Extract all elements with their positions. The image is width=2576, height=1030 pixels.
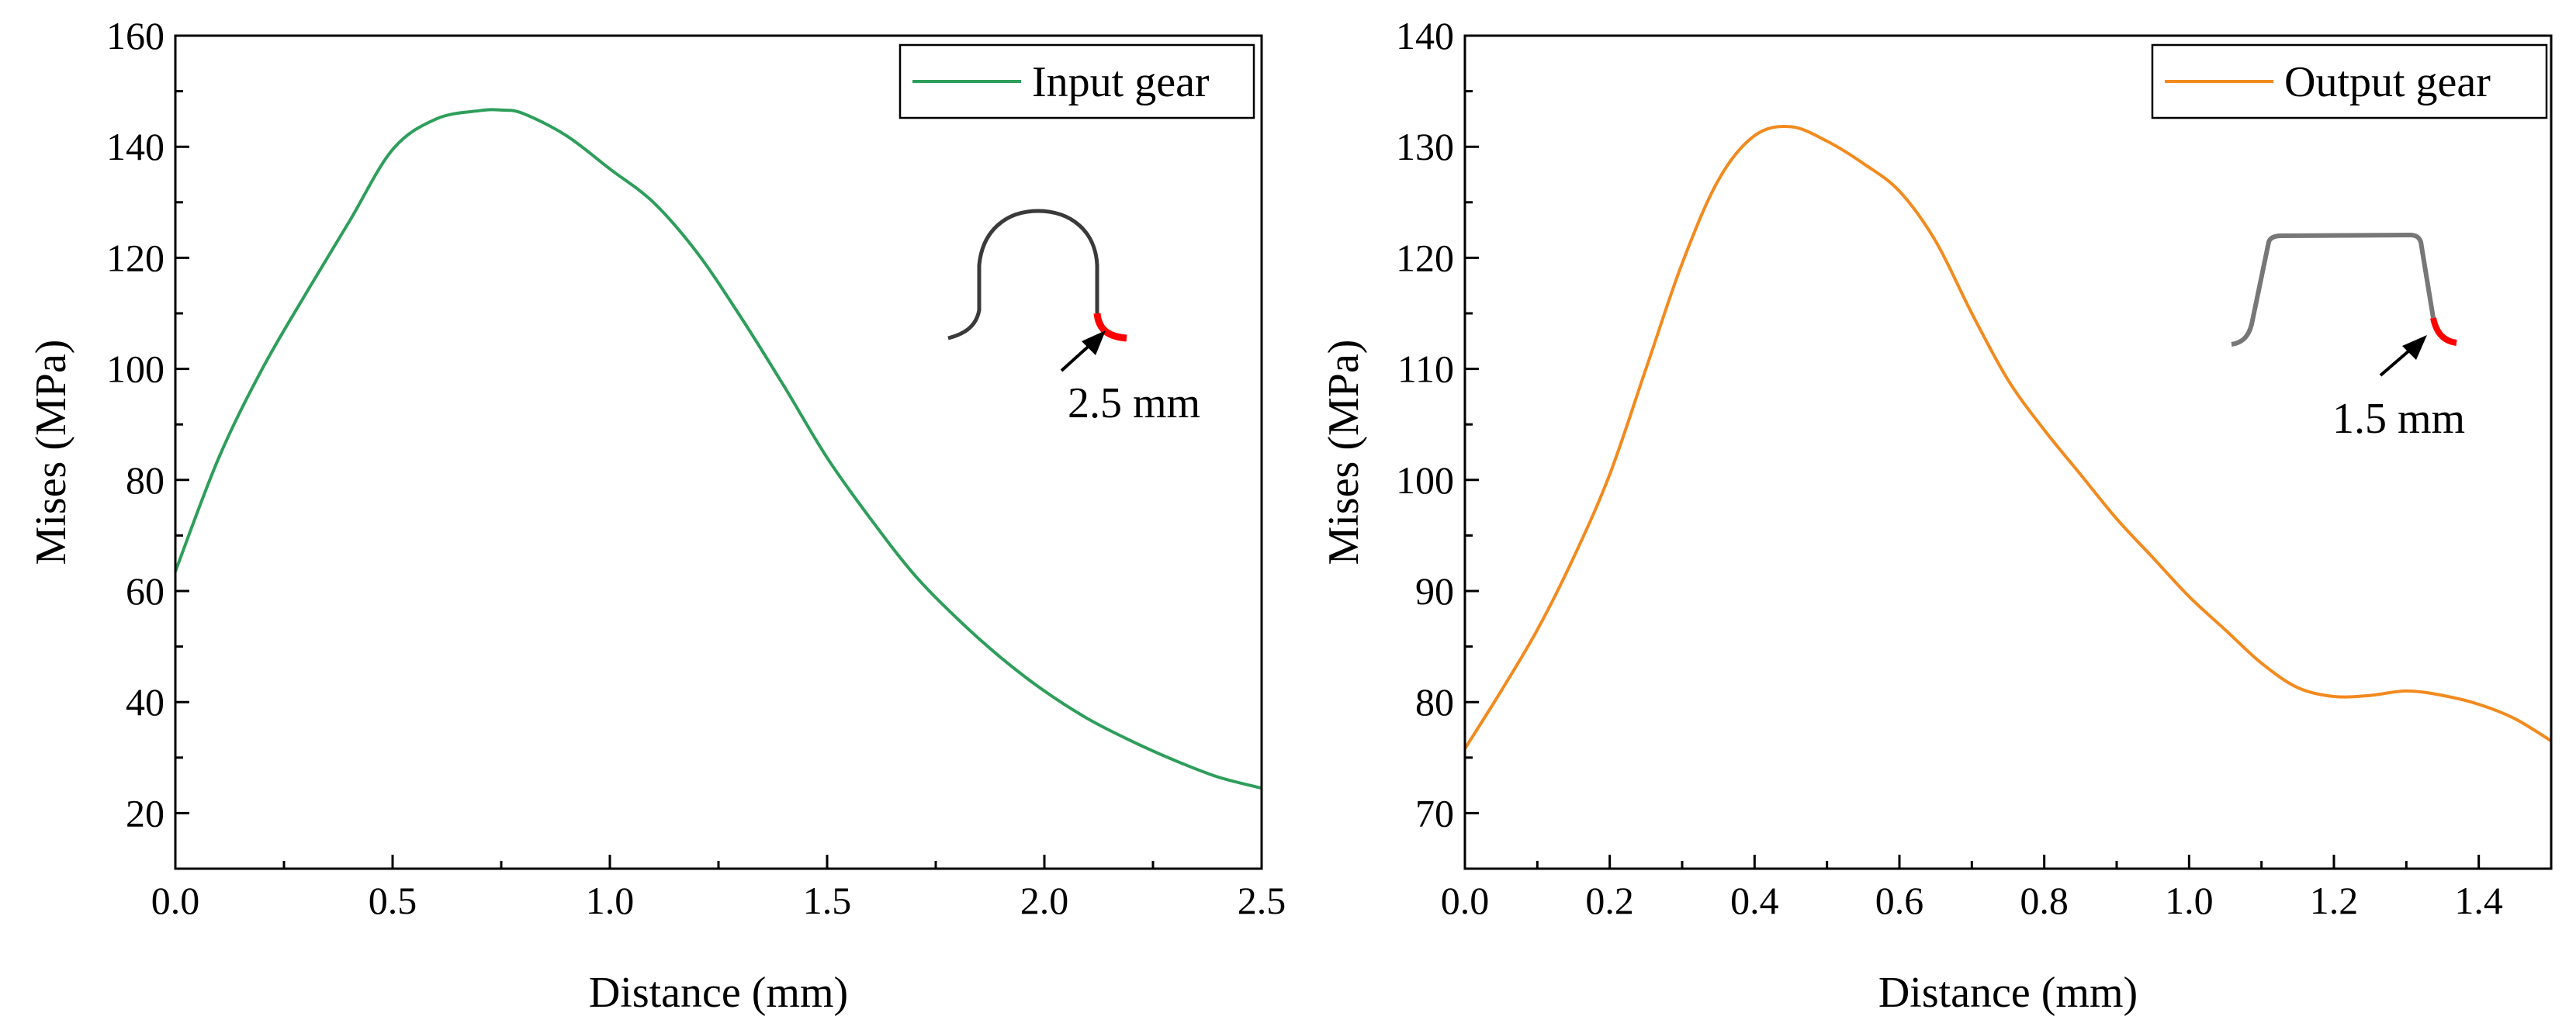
left-legend: Input gear xyxy=(898,43,1255,119)
right-y-axis-title: Mises (MPa) xyxy=(1320,340,1368,565)
right-y-tick-label: 80 xyxy=(1415,680,1454,724)
input-gear-line xyxy=(174,108,1262,790)
left-axis-ticks xyxy=(174,34,1263,869)
left-x-axis-title: Distance (mm) xyxy=(589,969,848,1017)
output-gear-tooth-inset: 1.5 mm xyxy=(2231,232,2465,443)
left-x-tick-label: 1.5 xyxy=(803,879,852,922)
left-x-tick-label: 1.0 xyxy=(586,879,635,922)
output-gear-root-highlight xyxy=(2430,317,2457,346)
left-plot-frame xyxy=(174,34,1263,870)
chart-left: 0.0 0.5 1.0 1.5 2.0 2.5 20 40 60 80 100 120 140 160 I… xyxy=(27,14,1286,1017)
chart-right: 0.0 0.2 0.4 0.6 0.8 1.0 1.2 1.4 70 80 90 100 110 120 1… xyxy=(1320,14,2553,1017)
output-gear-annotation-arrowhead xyxy=(2402,335,2427,360)
right-x-tick-label: 0.6 xyxy=(1875,879,1924,922)
right-y-tick-label: 90 xyxy=(1415,569,1454,613)
right-x-axis-title: Distance (mm) xyxy=(1878,969,2138,1017)
left-legend-label: Input gear xyxy=(1032,58,1210,106)
input-gear-annotation-arrowhead xyxy=(1082,330,1106,355)
right-y-tick-label: 100 xyxy=(1396,458,1454,502)
right-legend-label: Output gear xyxy=(2284,58,2491,106)
left-y-tick-label: 140 xyxy=(106,125,164,168)
right-x-tick-label: 0.0 xyxy=(1441,879,1490,922)
right-y-tick-label: 130 xyxy=(1396,125,1454,168)
left-y-tick-label: 100 xyxy=(106,347,164,391)
left-y-tick-label: 160 xyxy=(106,14,164,57)
right-y-tick-label: 120 xyxy=(1396,236,1454,279)
left-y-tick-label: 120 xyxy=(106,236,164,279)
right-x-tick-label: 1.4 xyxy=(2454,879,2503,922)
output-gear-line xyxy=(1463,125,2553,750)
left-tick-labels: 0.0 0.5 1.0 1.5 2.0 2.5 20 40 60 80 100 120 140 160 xyxy=(106,14,1286,922)
left-y-tick-label: 60 xyxy=(126,569,164,613)
right-y-tick-label: 140 xyxy=(1396,14,1454,57)
output-gear-annotation-label: 1.5 mm xyxy=(2332,395,2465,443)
input-gear-tooth-profile xyxy=(947,209,1099,340)
right-x-tick-label: 0.8 xyxy=(2020,879,2069,922)
left-y-tick-label: 80 xyxy=(126,458,164,502)
input-gear-tooth-inset: 2.5 mm xyxy=(947,209,1200,427)
input-gear-annotation-label: 2.5 mm xyxy=(1068,379,1200,427)
right-legend: Output gear xyxy=(2151,43,2548,119)
left-x-tick-label: 2.5 xyxy=(1238,879,1286,922)
right-plot-frame xyxy=(1463,34,2553,870)
left-x-tick-label: 0.5 xyxy=(369,879,417,922)
left-x-tick-label: 2.0 xyxy=(1020,879,1069,922)
left-y-axis-title: Mises (MPa) xyxy=(27,340,75,565)
left-y-tick-label: 20 xyxy=(126,791,164,835)
right-tick-labels: 0.0 0.2 0.4 0.6 0.8 1.0 1.2 1.4 70 80 90 100 110 120 1… xyxy=(1396,14,2503,922)
output-gear-tooth-profile xyxy=(2231,232,2436,347)
right-x-tick-label: 1.0 xyxy=(2165,879,2214,922)
left-y-tick-label: 40 xyxy=(126,680,164,724)
right-y-tick-label: 70 xyxy=(1415,791,1454,835)
left-x-tick-label: 0.0 xyxy=(151,879,200,922)
right-x-tick-label: 0.2 xyxy=(1585,879,1634,922)
right-y-tick-label: 110 xyxy=(1397,347,1454,391)
right-x-tick-label: 0.4 xyxy=(1730,879,1779,922)
right-x-tick-label: 1.2 xyxy=(2310,879,2359,922)
input-gear-root-highlight xyxy=(1093,313,1127,342)
